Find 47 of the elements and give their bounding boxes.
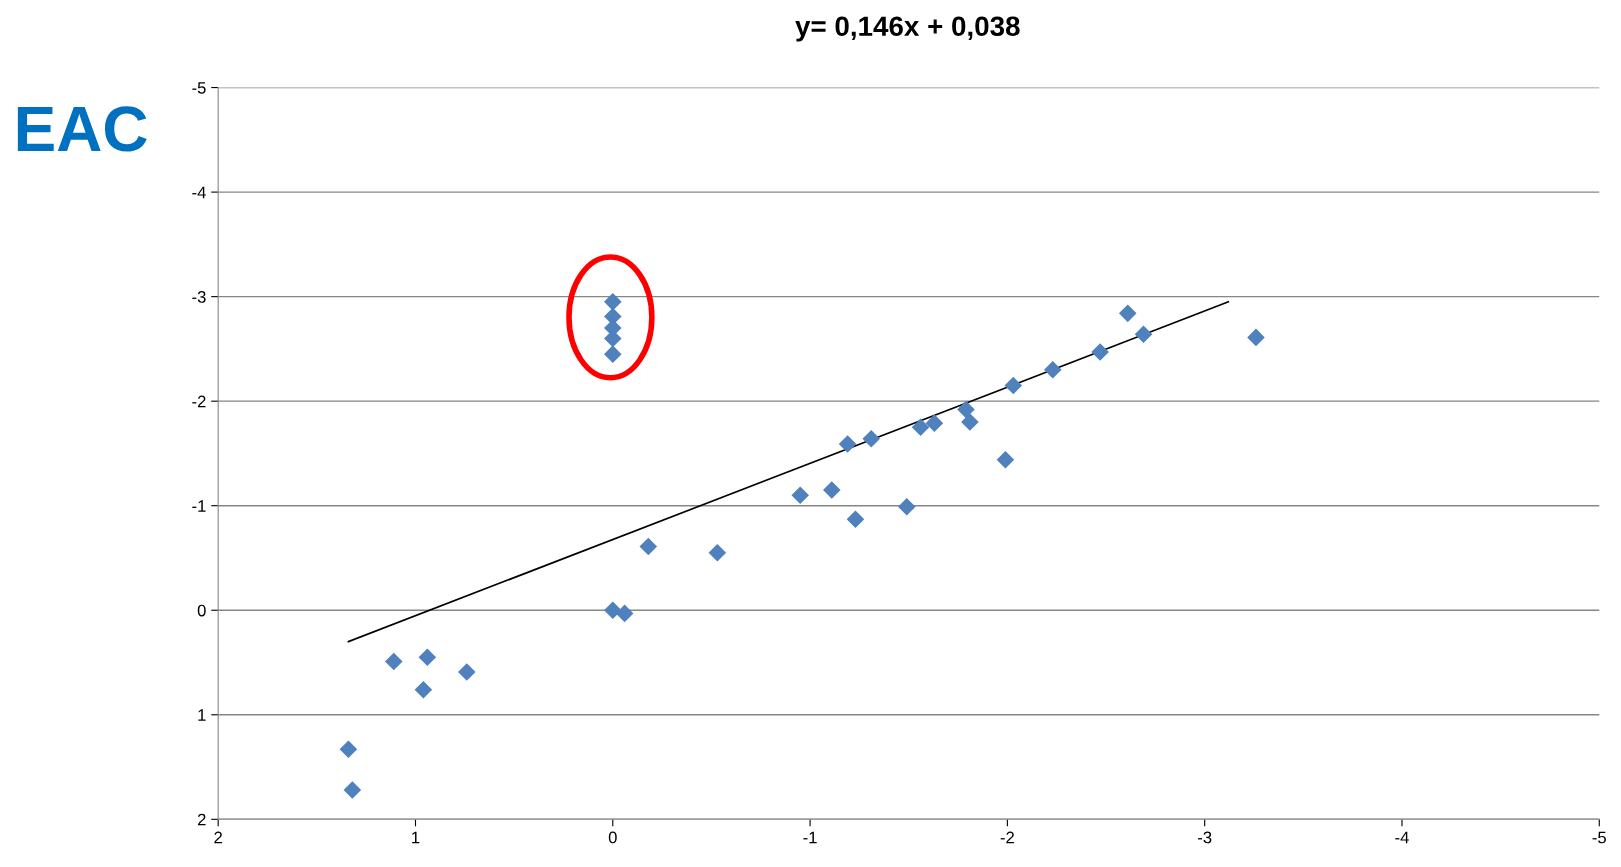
point	[1118, 304, 1137, 323]
x-tick-label: -4	[1395, 831, 1409, 844]
point	[418, 648, 437, 667]
y-tick-label: -3	[192, 291, 206, 303]
x-tick-label: 2	[214, 831, 222, 844]
y-tick-label: -4	[192, 186, 206, 199]
point	[343, 781, 362, 799]
point	[1247, 328, 1265, 347]
x-tick-label: 1	[412, 831, 420, 844]
point	[996, 450, 1015, 469]
point	[1004, 376, 1023, 395]
x-tick-label: 0	[608, 831, 617, 844]
point	[961, 413, 979, 431]
x-tick-label: -5	[1592, 831, 1606, 844]
point	[708, 543, 727, 562]
point	[604, 293, 622, 311]
point	[615, 604, 634, 623]
point	[925, 414, 944, 432]
x-tick-label: -1	[803, 831, 817, 844]
point	[639, 537, 658, 556]
point	[846, 510, 865, 529]
point	[339, 740, 358, 759]
point	[604, 345, 622, 363]
y-tick-label: -5	[192, 82, 206, 94]
y-tick-label: 0	[197, 604, 206, 617]
x-tick-label: -2	[1000, 831, 1014, 844]
x-tick-label: -3	[1198, 831, 1212, 844]
y-tick-label: 1	[198, 709, 206, 721]
point	[911, 418, 930, 437]
y-axis-title: EAC	[17, 106, 147, 152]
y-tick-label: 2	[197, 813, 206, 826]
point	[1091, 343, 1109, 361]
point	[791, 486, 809, 505]
point	[862, 430, 881, 448]
point	[1043, 361, 1062, 379]
point	[957, 400, 975, 419]
point	[414, 680, 433, 699]
point	[385, 652, 403, 671]
point	[823, 481, 841, 499]
chart-title: y= 0,146x + 0,038	[795, 16, 1020, 42]
y-tick-label: -2	[192, 395, 206, 408]
point	[1134, 325, 1153, 344]
point	[897, 497, 916, 516]
point	[604, 601, 622, 620]
point	[458, 663, 476, 681]
point	[838, 435, 857, 453]
y-tick-label: -1	[192, 500, 206, 512]
